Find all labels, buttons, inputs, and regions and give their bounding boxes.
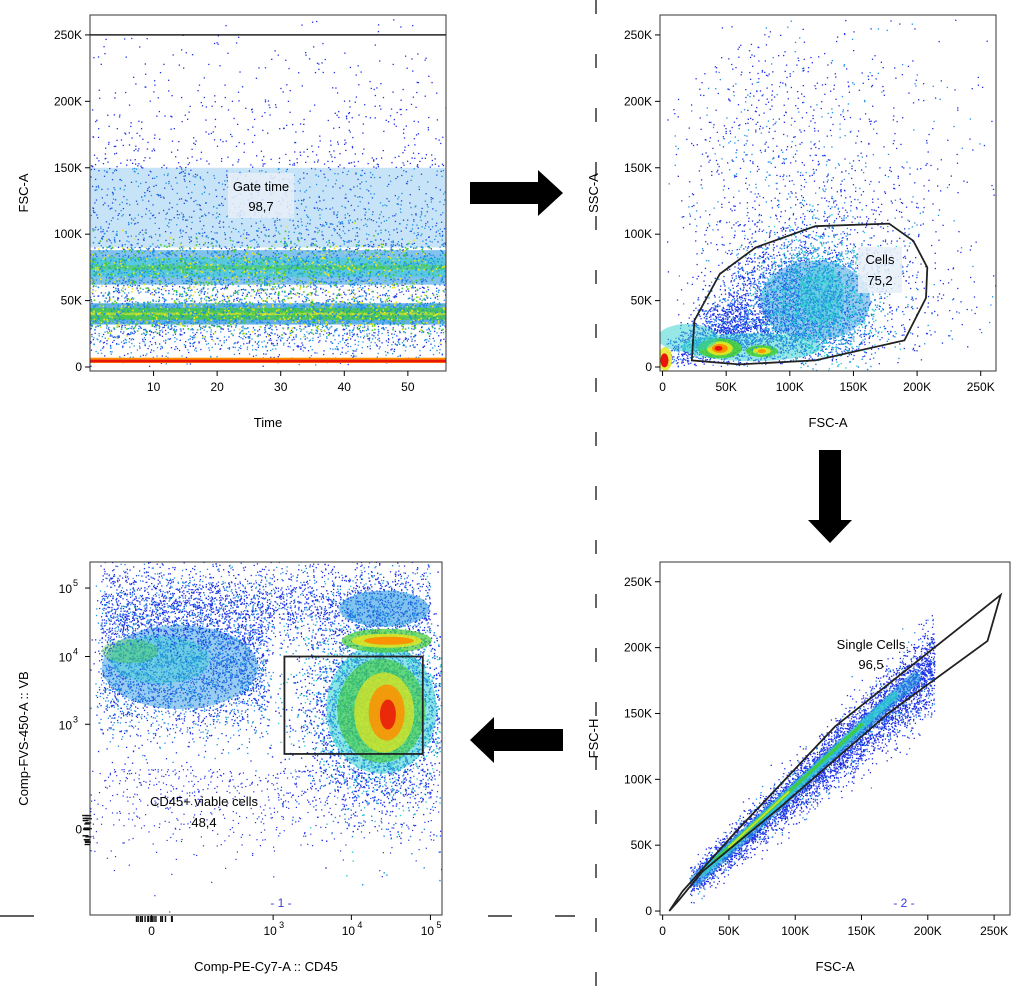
single-cells-y-tick-label: 0 bbox=[645, 904, 652, 918]
cd45-viable-x-tick-label: 10 bbox=[421, 924, 435, 938]
cells-x-tick-label: 150K bbox=[839, 380, 867, 394]
cd45-viable-population-marker: - 1 - bbox=[270, 896, 291, 910]
cd45-viable-y-axis-label: Comp-FVS-450-A :: VB bbox=[16, 671, 31, 805]
cells-gate-name: Cells bbox=[866, 252, 895, 267]
cd45-viable-gate-name: CD45+ viable cells bbox=[150, 794, 259, 809]
cd45-viable-x-tick-label: 10 bbox=[263, 924, 277, 938]
time-gate-x-tick-label: 20 bbox=[210, 380, 224, 394]
cd45-viable-gate-percent: 48,4 bbox=[191, 815, 216, 830]
cells-y-tick-label: 200K bbox=[624, 94, 652, 108]
time-gate-y-tick-label: 50K bbox=[61, 294, 82, 308]
cd45-viable-y-tick-exponent: 5 bbox=[73, 578, 78, 588]
cd45-viable-gate-rectangle bbox=[283, 655, 424, 755]
single-cells-panel: 0 50K 100K 150K 200K 250K 0 50K 100K 150K 200K 250K… bbox=[586, 561, 1011, 974]
single-cells-gate-percent: 96,5 bbox=[858, 657, 883, 672]
time-gate-x-tick-label: 40 bbox=[338, 380, 352, 394]
cells-plot-frame bbox=[659, 14, 997, 372]
time-gate-gate-name: Gate time bbox=[233, 179, 289, 194]
single-cells-y-tick-label: 200K bbox=[624, 641, 652, 655]
cd45-viable-y-tick-label: 10 bbox=[59, 718, 73, 732]
single-cells-x-tick-label: 200K bbox=[914, 924, 942, 938]
single-cells-y-tick-label: 250K bbox=[624, 575, 652, 589]
cells-y-tick-label: 150K bbox=[624, 161, 652, 175]
cd45-viable-y-tick-exponent: 3 bbox=[73, 714, 78, 724]
single-cells-y-tick-label: 100K bbox=[624, 772, 652, 786]
single-cells-x-axis-label: FSC-A bbox=[816, 959, 855, 974]
arrow-down bbox=[808, 450, 852, 543]
cells-y-axis-label: SSC-A bbox=[586, 173, 601, 213]
single-cells-x-tick-label: 250K bbox=[980, 924, 1008, 938]
time-gate-x-tick-label: 50 bbox=[401, 380, 415, 394]
time-gate-x-tick-label: 30 bbox=[274, 380, 288, 394]
cells-y-tick-label: 100K bbox=[624, 227, 652, 241]
cells-y-tick-label: 250K bbox=[624, 28, 652, 42]
time-gate-panel: 10 20 30 40 50 0 50K 100K 150K 200K 250K Time FSC-A G… bbox=[16, 14, 447, 430]
cells-panel: 0 50K 100K 150K 200K 250K 0 50K 100K 150K 200K 250K… bbox=[586, 14, 997, 430]
cd45-viable-x-tick-exponent: 4 bbox=[357, 920, 362, 930]
cd45-viable-y-tick-label: 10 bbox=[59, 651, 73, 665]
cd45-viable-x-tick-exponent: 3 bbox=[279, 920, 284, 930]
single-cells-y-tick-label: 150K bbox=[624, 706, 652, 720]
single-cells-events bbox=[689, 615, 936, 904]
time-gate-gate-percent: 98,7 bbox=[248, 199, 273, 214]
cd45-viable-x-tick-label: 10 bbox=[342, 924, 356, 938]
cd45-viable-y-tick-exponent: 4 bbox=[73, 647, 78, 657]
cells-x-tick-label: 50K bbox=[716, 380, 737, 394]
time-gate-y-tick-label: 0 bbox=[75, 360, 82, 374]
cells-x-tick-label: 0 bbox=[659, 380, 666, 394]
single-cells-x-tick-label: 50K bbox=[718, 924, 739, 938]
cells-gate-percent: 75,2 bbox=[867, 273, 892, 288]
cd45-viable-y-tick-label: 10 bbox=[59, 582, 73, 596]
single-cells-population-marker: - 2 - bbox=[893, 896, 914, 910]
single-cells-gate-polygon bbox=[668, 592, 1003, 912]
arrow-left bbox=[470, 717, 563, 763]
cd45-viable-events bbox=[90, 562, 442, 913]
cells-y-tick-label: 50K bbox=[631, 294, 652, 308]
cells-gate-polygon bbox=[690, 222, 929, 366]
cd45-viable-plot-frame bbox=[89, 561, 443, 916]
time-gate-plot-frame bbox=[89, 14, 447, 372]
cd45-viable-x-axis-label: Comp-PE-Cy7-A :: CD45 bbox=[194, 959, 338, 974]
single-cells-x-tick-label: 100K bbox=[781, 924, 809, 938]
cells-x-tick-label: 250K bbox=[967, 380, 995, 394]
time-gate-x-tick-label: 10 bbox=[147, 380, 161, 394]
cd45-viable-x-tick-exponent: 5 bbox=[436, 920, 441, 930]
single-cells-gate-name: Single Cells bbox=[837, 637, 906, 652]
time-gate-y-axis-label: FSC-A bbox=[16, 173, 31, 212]
time-gate-y-tick-label: 100K bbox=[54, 227, 82, 241]
cells-events bbox=[660, 19, 996, 371]
single-cells-y-axis-label: FSC-H bbox=[586, 719, 601, 759]
time-gate-x-axis-label: Time bbox=[254, 415, 282, 430]
single-cells-x-tick-label: 150K bbox=[847, 924, 875, 938]
time-gate-y-tick-label: 250K bbox=[54, 28, 82, 42]
single-cells-plot-frame bbox=[659, 561, 1011, 916]
cells-x-axis-label: FSC-A bbox=[809, 415, 848, 430]
cells-x-tick-label: 100K bbox=[776, 380, 804, 394]
time-gate-y-tick-label: 150K bbox=[54, 161, 82, 175]
single-cells-y-tick-label: 50K bbox=[631, 838, 652, 852]
cells-x-tick-label: 200K bbox=[903, 380, 931, 394]
arrow-right bbox=[470, 170, 563, 216]
cells-y-tick-label: 0 bbox=[645, 360, 652, 374]
time-gate-y-tick-label: 200K bbox=[54, 94, 82, 108]
cd45-viable-x-tick-label: 0 bbox=[148, 924, 155, 938]
cd45-viable-y-tick-label: 0 bbox=[75, 823, 82, 837]
panel-dividers bbox=[0, 0, 597, 986]
single-cells-x-tick-label: 0 bbox=[659, 924, 666, 938]
time-gate-events bbox=[90, 19, 446, 367]
cells-gate-label-box bbox=[858, 247, 902, 293]
time-gate-gate-label-box bbox=[228, 173, 294, 218]
flow-arrows bbox=[470, 170, 852, 763]
